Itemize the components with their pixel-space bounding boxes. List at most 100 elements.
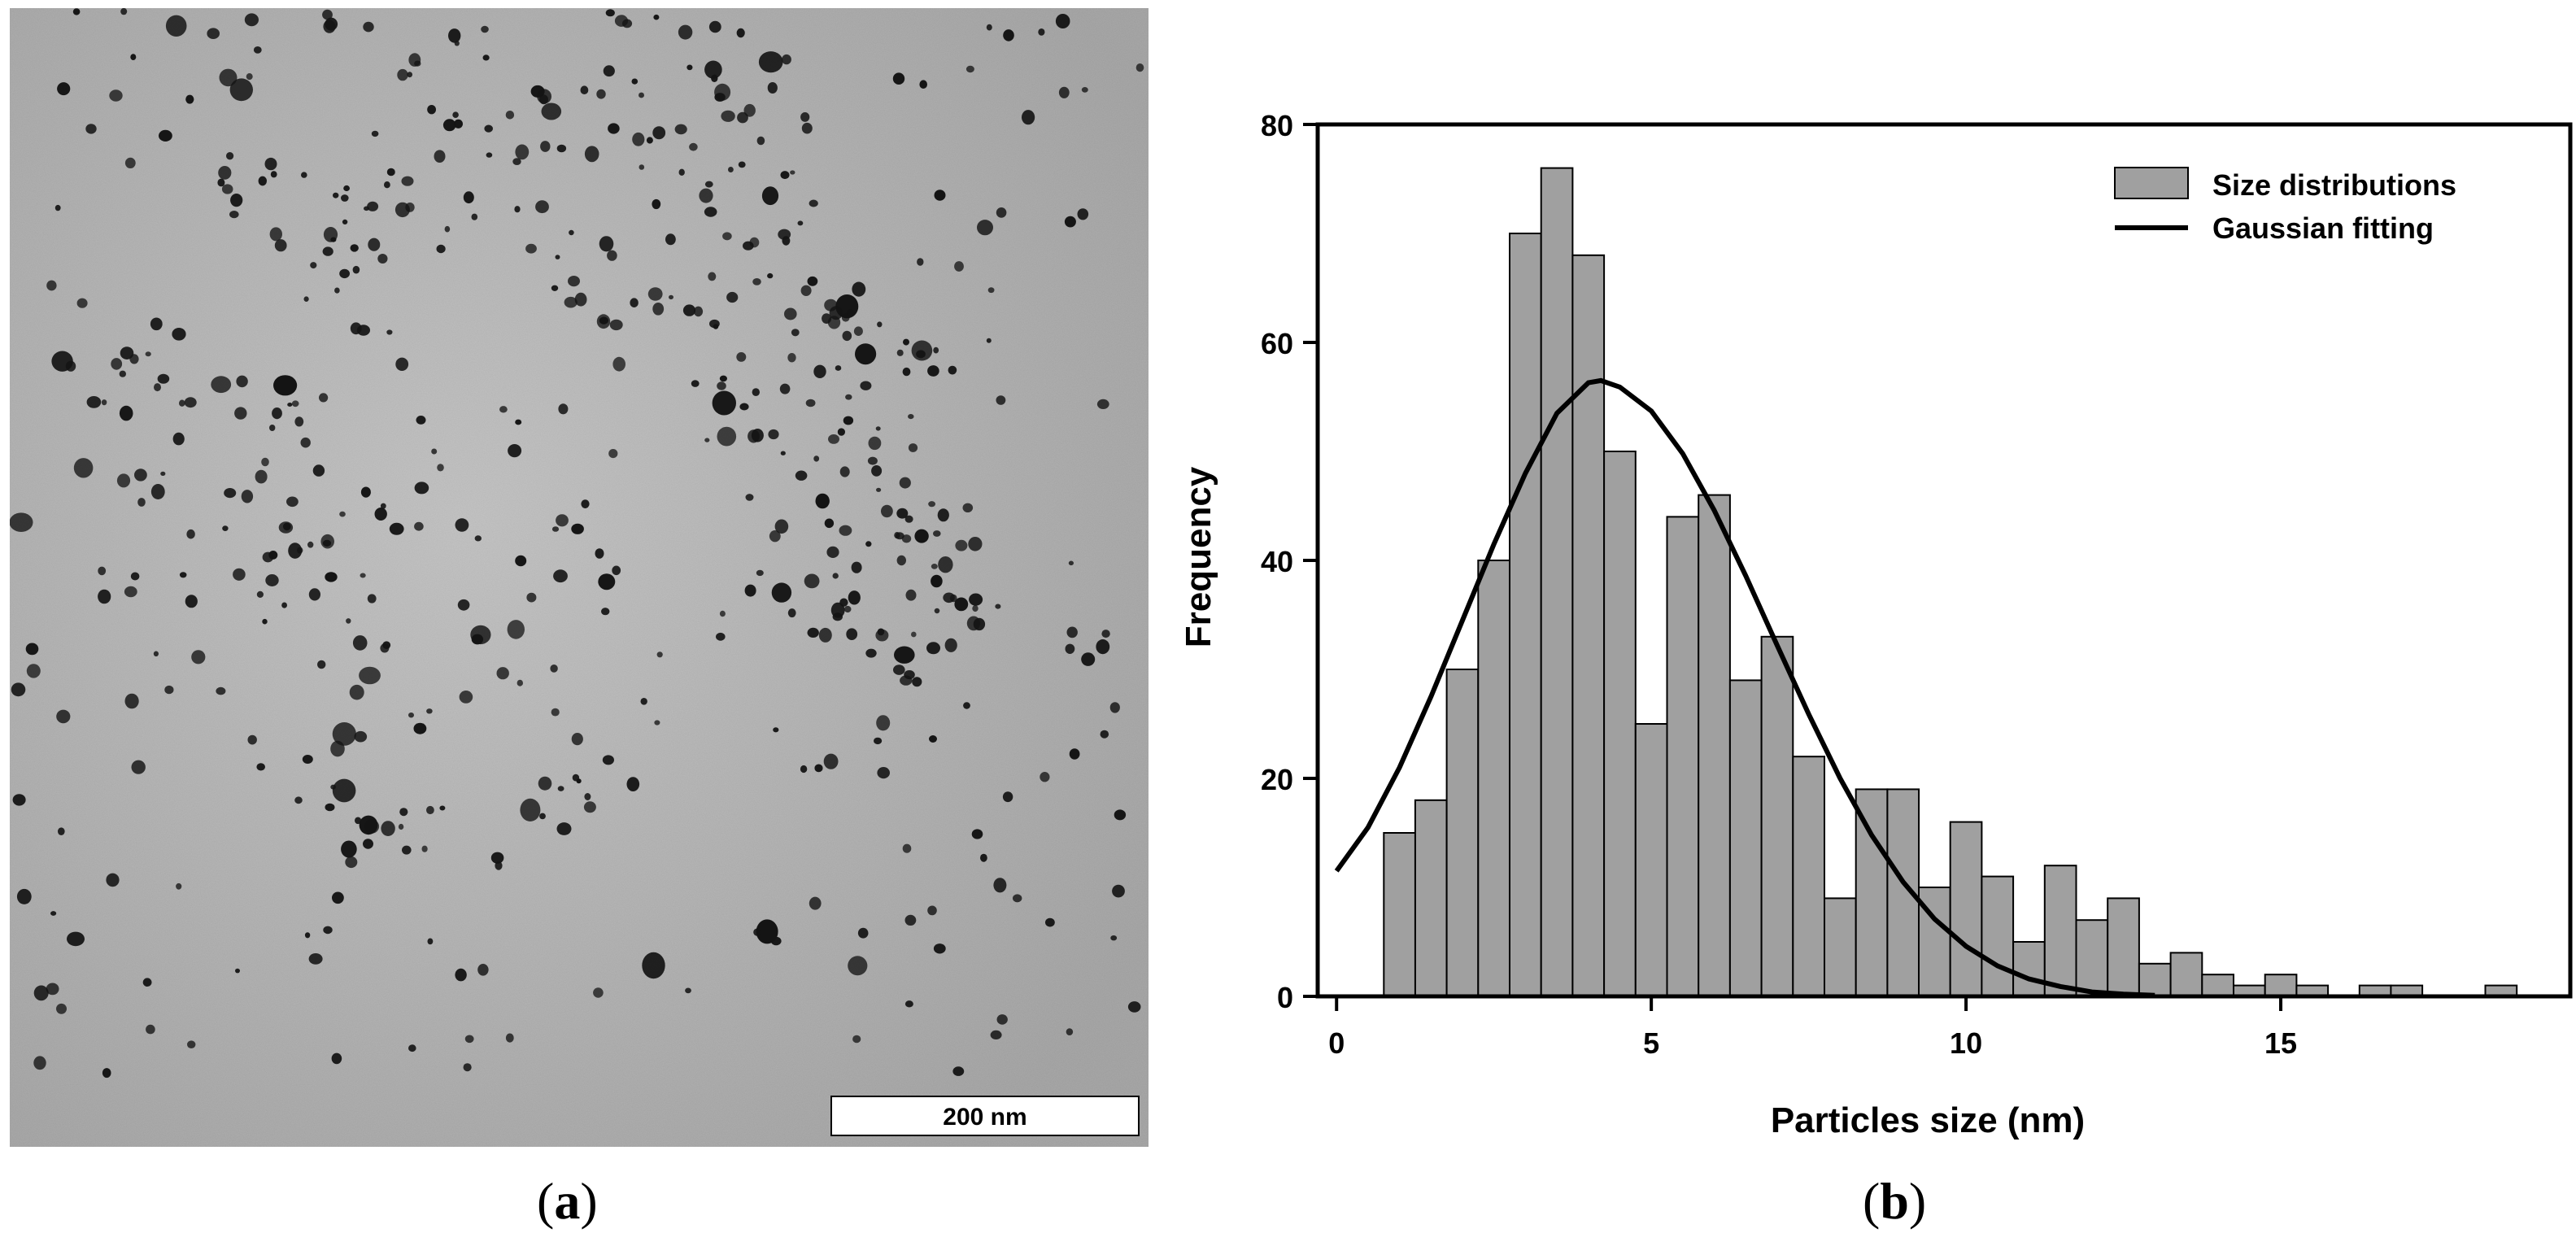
nanoparticle (427, 938, 434, 945)
nanoparticle (877, 321, 883, 328)
nanoparticle (599, 236, 614, 252)
nanoparticle (669, 294, 673, 300)
histogram-bar (1855, 788, 1889, 998)
nanoparticle (10, 512, 33, 532)
histogram-bar (1383, 832, 1416, 997)
nanoparticle (16, 888, 32, 904)
nanoparticle (584, 793, 591, 800)
nanoparticle (686, 64, 693, 71)
scale-bar-label: 200 nm (943, 1104, 1026, 1131)
nanoparticle (899, 477, 911, 489)
nanoparticle (612, 356, 625, 372)
nanoparticle (908, 443, 918, 452)
nanoparticle (484, 124, 493, 133)
nanoparticle (268, 551, 278, 560)
nanoparticle (800, 285, 812, 296)
panel-label-a: (a) (537, 1172, 598, 1230)
nanoparticle (1081, 652, 1096, 666)
nanoparticle (377, 254, 388, 264)
nanoparticle (1055, 14, 1070, 28)
nanoparticle (539, 813, 546, 820)
nanoparticle (397, 68, 408, 81)
nanoparticle (300, 437, 311, 448)
nanoparticle (130, 54, 137, 60)
nanoparticle (832, 573, 839, 579)
nanoparticle (583, 801, 596, 813)
histogram-bar (2138, 962, 2172, 998)
nanoparticle (738, 161, 746, 168)
nanoparticle (303, 296, 309, 303)
nanoparticle (782, 54, 791, 65)
legend-label-histogram: Size distributions (2212, 168, 2456, 202)
nanoparticle (278, 521, 294, 534)
nanoparticle (1040, 772, 1050, 782)
nanoparticle (745, 494, 754, 501)
nanoparticle (699, 188, 713, 203)
nanoparticle (756, 919, 778, 944)
nanoparticle (952, 1066, 965, 1076)
nanoparticle (704, 438, 710, 442)
nanoparticle (1065, 643, 1075, 654)
nanoparticle (800, 765, 808, 773)
nanoparticle (601, 608, 610, 616)
nanoparticle (119, 370, 126, 377)
nanoparticle (302, 755, 313, 764)
nanoparticle (414, 60, 421, 67)
histogram-bars (1383, 167, 2518, 998)
nanoparticle (647, 287, 663, 301)
nanoparticle (360, 486, 371, 498)
nanoparticle (685, 987, 691, 994)
nanoparticle (758, 51, 783, 73)
nanoparticle (726, 291, 739, 303)
nanoparticle (996, 1014, 1008, 1025)
histogram-bar (2264, 974, 2298, 997)
nanoparticle (857, 927, 869, 939)
nanoparticle (556, 514, 569, 527)
nanoparticle (416, 416, 426, 425)
nanoparticle (368, 237, 381, 251)
nanoparticle (550, 665, 558, 673)
nanoparticle (904, 1000, 913, 1008)
nanoparticle (954, 597, 969, 612)
y-tick-label: 40 (1261, 545, 1293, 578)
nanoparticle (791, 329, 800, 337)
tem-micrograph: 200 nm (10, 8, 1149, 1147)
nanoparticle (119, 405, 133, 421)
nanoparticle (774, 519, 789, 534)
nanoparticle (609, 319, 623, 331)
nanoparticle (767, 82, 778, 94)
nanoparticle (269, 425, 276, 431)
nanoparticle (325, 803, 335, 812)
nanoparticle (980, 853, 987, 862)
nanoparticle (247, 734, 257, 745)
nanoparticle (580, 85, 589, 94)
nanoparticle (185, 595, 198, 608)
nanoparticle (656, 651, 663, 658)
nanoparticle (837, 428, 845, 436)
nanoparticle (693, 306, 704, 317)
nanoparticle (842, 330, 852, 342)
nanoparticle (360, 573, 366, 578)
nanoparticle (572, 773, 580, 782)
nanoparticle (944, 638, 957, 652)
nanoparticle (72, 8, 81, 15)
nanoparticle (904, 914, 917, 926)
nanoparticle (371, 130, 379, 137)
nanoparticle (540, 141, 551, 152)
nanoparticle (517, 679, 523, 686)
x-tick-label: 15 (2264, 1026, 2297, 1060)
x-tick-label: 10 (1950, 1026, 1982, 1060)
nanoparticle (525, 243, 537, 254)
nanoparticle (871, 465, 883, 477)
nanoparticle (439, 805, 446, 811)
nanoparticle (207, 28, 220, 39)
nanoparticle (963, 702, 970, 709)
nanoparticle (442, 119, 456, 132)
nanoparticle (743, 241, 754, 251)
nanoparticle (1022, 110, 1035, 125)
nanoparticle (150, 484, 165, 499)
nanoparticle (57, 82, 71, 96)
nanoparticle (535, 200, 549, 214)
nanoparticle (1066, 1028, 1074, 1035)
nanoparticle (608, 449, 618, 459)
